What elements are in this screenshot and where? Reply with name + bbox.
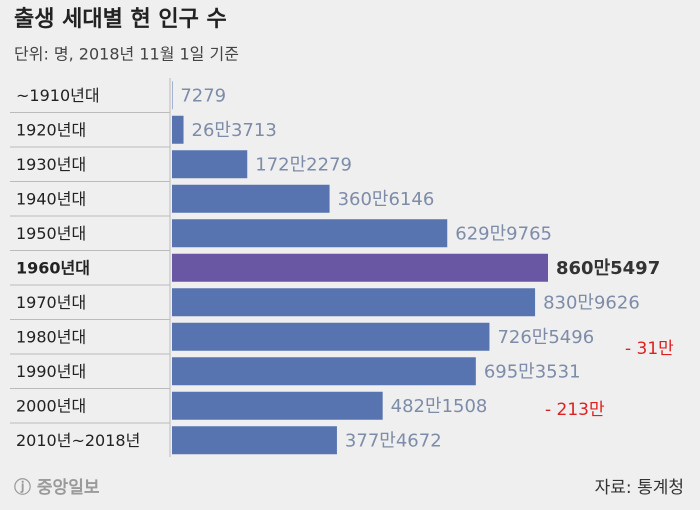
bar [172, 81, 173, 110]
value-label: 377만4672 [345, 430, 442, 451]
bar [172, 115, 184, 144]
annotation: - 31만 [625, 339, 674, 359]
category-label: 2000년대 [16, 396, 86, 415]
value-label: 172만2279 [255, 154, 352, 175]
value-label: 26만3713 [192, 120, 277, 141]
value-label: 360만6146 [338, 189, 435, 210]
category-label: 2010년~2018년 [16, 431, 140, 450]
category-label: 1990년대 [16, 362, 86, 381]
category-label: 1950년대 [16, 224, 86, 243]
chart-subtitle: 단위: 명, 2018년 11월 1일 기준 [14, 45, 239, 64]
value-label: 695만3531 [484, 361, 581, 382]
bar [172, 322, 490, 351]
bar [172, 288, 536, 317]
source: 자료: 통계청 [595, 478, 684, 498]
category-label: 1930년대 [16, 155, 86, 174]
category-label: 1970년대 [16, 293, 86, 312]
value-label: 482만1508 [391, 396, 488, 417]
value-label: 726만5496 [497, 327, 594, 348]
bar [172, 150, 248, 179]
value-label: 830만9626 [543, 292, 640, 313]
category-label: 1960년대 [16, 258, 90, 277]
annotation: - 213만 [545, 400, 605, 420]
bar [172, 426, 337, 455]
value-label: 7279 [180, 85, 226, 106]
category-label: 1920년대 [16, 120, 86, 139]
bar [172, 391, 383, 420]
value-label: 629만9765 [455, 223, 552, 244]
bar [172, 253, 548, 282]
bar [172, 184, 330, 213]
category-label: 1980년대 [16, 327, 86, 346]
bar [172, 219, 448, 248]
category-label: ~1910년대 [16, 86, 100, 105]
category-label: 1940년대 [16, 189, 86, 208]
bar [172, 357, 476, 386]
logo: ⓙ 중앙일보 [14, 477, 100, 498]
value-label: 860만5497 [556, 258, 660, 279]
chart-title: 출생 세대별 현 인구 수 [14, 7, 227, 32]
